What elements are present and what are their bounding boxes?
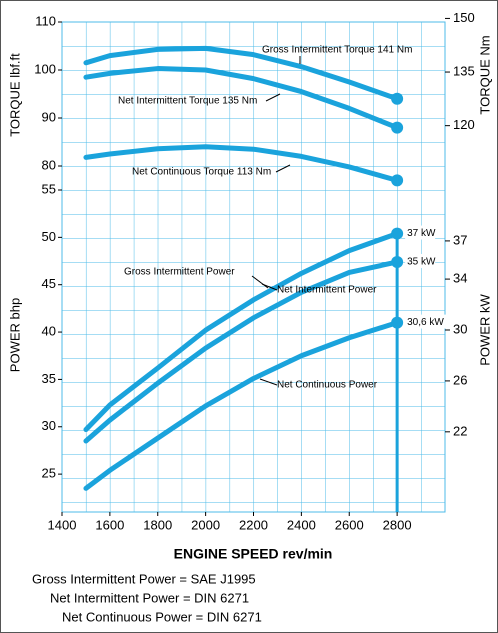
y-tick-label: 30: [42, 418, 56, 433]
leader: [259, 378, 278, 386]
line: [83, 259, 400, 444]
leader: [261, 283, 278, 291]
y-tick-label: 40: [42, 323, 56, 338]
end-point: [391, 92, 404, 105]
y-tick-label: 110: [35, 13, 56, 28]
end-point: [391, 121, 404, 134]
x-tick-label: 2400: [287, 517, 316, 532]
leader: [275, 164, 291, 173]
y2-tick-label: 37: [453, 232, 467, 247]
y-tick-label: 25: [42, 466, 56, 481]
y-tick-label: 45: [42, 276, 56, 291]
y-axis-title: POWER bhp: [7, 298, 22, 372]
y-tick-label: 35: [42, 371, 56, 386]
series-label: Net Intermittent Power: [277, 285, 377, 296]
y2-tick-label: 26: [453, 372, 467, 387]
line: [83, 320, 400, 491]
note: Net Intermittent Power = DIN 6271: [50, 590, 249, 605]
y2-tick-label: 150: [453, 10, 475, 25]
series-label: Gross Intermittent Torque 141 Nm: [262, 45, 412, 56]
y-tick-label: 100: [34, 61, 56, 76]
x-tick-label: 2600: [335, 517, 364, 532]
series-label: Net Intermittent Torque 135 Nm: [118, 96, 257, 107]
y2-tick-label: 34: [453, 271, 467, 286]
end-label: 35 kW: [407, 257, 436, 268]
x-tick-label: 2000: [191, 517, 220, 532]
y2-tick-label: 135: [453, 63, 475, 78]
y-tick-label: 80: [42, 157, 56, 172]
y-tick-label: 50: [42, 229, 56, 244]
series-label: Net Continuous Torque 113 Nm: [132, 167, 271, 178]
y2-tick-label: 22: [453, 423, 467, 438]
x-tick-label: 2800: [383, 517, 412, 532]
y2-tick-label: 30: [453, 321, 467, 336]
end-label-bg: [405, 225, 436, 240]
x-axis-title: ENGINE SPEED rev/min: [174, 546, 333, 562]
x-tick-label: 1600: [95, 517, 124, 532]
x-tick-label: 1400: [48, 517, 77, 532]
line: [83, 66, 400, 131]
y-tick-label: 55: [42, 181, 56, 196]
line: [83, 231, 400, 433]
x-tick-label: 2200: [239, 517, 268, 532]
y2-tick-label: 120: [453, 117, 475, 132]
end-label: 37 kW: [407, 228, 436, 239]
y2-axis-title: POWER kW: [477, 294, 492, 366]
series-label: Net Continuous Power: [277, 380, 378, 391]
note: Gross Intermittent Power = SAE J1995: [32, 571, 256, 586]
x-tick-label: 1800: [143, 517, 172, 532]
y2-axis-title: TORQUE Nm: [477, 35, 492, 114]
note: Net Continuous Power = DIN 6271: [62, 609, 262, 624]
end-label-bg: [405, 314, 448, 329]
end-point: [391, 174, 404, 187]
leader: [251, 275, 269, 289]
series-label: Gross Intermittent Power: [124, 267, 235, 278]
line: [83, 45, 400, 102]
end-label-bg: [405, 253, 436, 268]
leader: [265, 93, 281, 102]
y-tick-label: 90: [42, 109, 56, 124]
y-axis-title: TORQUE lbf.ft: [7, 53, 22, 137]
line: [83, 144, 400, 183]
end-label: 30,6 kW: [407, 317, 444, 328]
